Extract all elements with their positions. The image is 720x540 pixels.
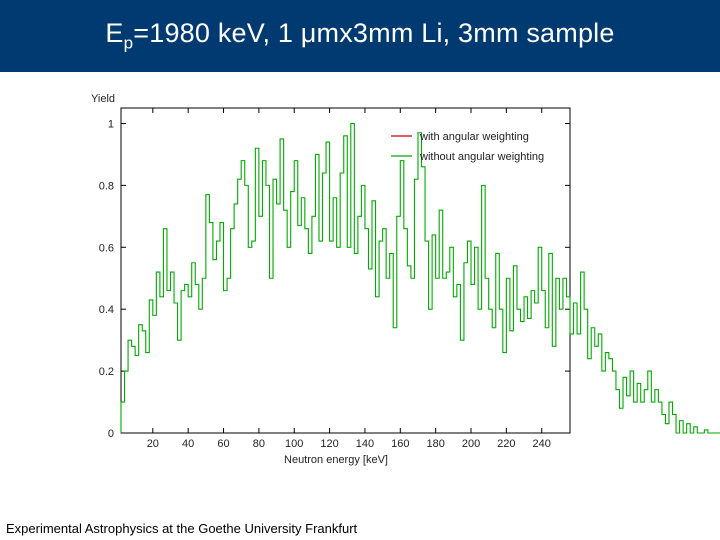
x-tick-label: 100	[285, 438, 303, 450]
legend-label-1: without angular weighting	[419, 151, 544, 163]
y-tick-label: 0.8	[99, 180, 114, 192]
legend-label-0: with angular weighting	[419, 131, 529, 143]
axes	[120, 107, 571, 434]
x-tick-label: 200	[462, 438, 480, 450]
x-axis-label: Neutron energy [keV]	[284, 454, 388, 466]
series-line-1	[120, 122, 720, 434]
x-tick-label: 80	[253, 438, 265, 450]
y-tick-label: 0.2	[99, 366, 114, 378]
x-tick-label: 180	[426, 438, 444, 450]
footer-text: Experimental Astrophysics at the Goethe …	[6, 521, 358, 536]
title-subscript: p	[123, 33, 134, 53]
y-tick-label: 0	[108, 428, 114, 440]
y-tick-label: 0.6	[99, 242, 114, 254]
x-tick-label: 40	[182, 438, 194, 450]
y-tick-label: 0.4	[99, 304, 114, 316]
x-tick-label: 160	[391, 438, 409, 450]
slide-title: Ep=1980 keV, 1 μmx3mm Li, 3mm sample	[105, 18, 614, 53]
title-rest: =1980 keV, 1 μmx3mm Li, 3mm sample	[133, 18, 615, 49]
x-tick-label: 140	[356, 438, 374, 450]
x-tick-label: 20	[147, 438, 159, 450]
x-tick-label: 120	[320, 438, 338, 450]
series-layer	[120, 122, 720, 434]
title-prefix: E	[105, 18, 124, 49]
x-tick-label: 240	[533, 438, 551, 450]
ticks: 20 40 60 80 100 120 140 160 180 200 220 240 0 0.2 0.4 0…	[99, 108, 570, 450]
y-tick-label: 1	[108, 118, 114, 130]
x-tick-label: 60	[217, 438, 229, 450]
title-bar: Ep=1980 keV, 1 μmx3mm Li, 3mm sample	[0, 0, 720, 72]
legend: with angular weighting without angular we…	[391, 131, 544, 163]
y-axis-label: Yield	[91, 93, 115, 105]
plot-frame	[120, 107, 571, 434]
x-tick-label: 220	[497, 438, 515, 450]
